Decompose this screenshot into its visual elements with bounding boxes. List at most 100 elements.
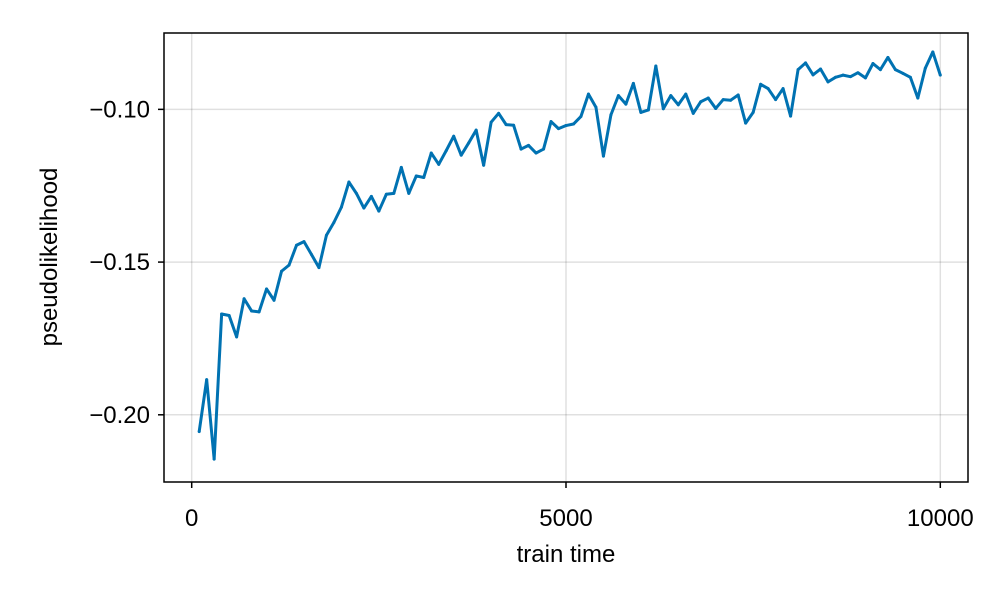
data-point — [512, 123, 516, 127]
data-point — [871, 62, 875, 66]
x-tick-label: 5000 — [539, 505, 592, 532]
data-point — [729, 98, 733, 102]
data-point — [377, 209, 381, 213]
data-point — [519, 147, 523, 151]
data-point — [706, 96, 710, 100]
data-point — [272, 298, 276, 302]
data-point — [452, 134, 456, 138]
data-point — [661, 107, 665, 111]
x-tick-label: 10000 — [907, 505, 974, 532]
data-point — [347, 180, 351, 184]
data-point — [309, 252, 313, 256]
data-point — [654, 64, 658, 68]
data-point — [265, 287, 269, 291]
data-point — [332, 220, 336, 224]
data-point — [302, 240, 306, 244]
data-point — [339, 205, 343, 209]
data-point — [250, 309, 254, 313]
data-point — [811, 73, 815, 77]
data-point — [819, 67, 823, 71]
data-point — [384, 192, 388, 196]
data-point — [631, 81, 635, 85]
data-point — [886, 55, 890, 59]
data-point — [579, 114, 583, 118]
data-point — [646, 108, 650, 112]
data-point — [444, 149, 448, 153]
data-point — [542, 147, 546, 151]
data-point — [863, 76, 867, 80]
data-point — [609, 113, 613, 117]
data-point — [804, 61, 808, 65]
data-point — [669, 94, 673, 98]
data-point — [527, 143, 531, 147]
data-point — [437, 162, 441, 166]
data-point — [796, 68, 800, 72]
grid-lines — [164, 33, 968, 482]
data-point — [557, 127, 561, 131]
data-point — [564, 124, 568, 128]
data-point — [429, 151, 433, 155]
data-point — [901, 71, 905, 75]
data-point — [931, 50, 935, 54]
data-point — [908, 75, 912, 79]
data-point — [601, 154, 605, 158]
data-point — [571, 122, 575, 126]
data-point — [624, 102, 628, 106]
data-point — [459, 153, 463, 157]
data-point — [295, 243, 298, 247]
x-tick-label: 0 — [185, 505, 198, 532]
data-point — [414, 174, 418, 178]
y-tick-label: −0.20 — [89, 402, 150, 429]
data-point — [280, 269, 284, 273]
data-point — [916, 96, 920, 100]
y-tick-label: −0.10 — [89, 96, 150, 123]
data-point — [586, 92, 590, 96]
data-point — [789, 114, 793, 118]
data-point — [399, 165, 403, 169]
data-point — [549, 120, 553, 124]
data-point — [257, 310, 261, 314]
data-point — [422, 175, 426, 179]
data-point — [369, 194, 373, 198]
data-point — [616, 94, 620, 98]
data-point — [751, 110, 755, 114]
data-point — [317, 266, 321, 270]
data-point — [841, 73, 845, 77]
data-point — [242, 297, 246, 301]
data-point — [474, 128, 478, 132]
data-point — [354, 191, 358, 195]
x-axis-label: train time — [517, 541, 616, 568]
data-point — [324, 233, 328, 237]
data-point — [938, 73, 942, 77]
data-point — [594, 105, 598, 109]
data-point — [467, 141, 471, 145]
series-layer — [197, 50, 942, 461]
data-point — [834, 75, 837, 79]
data-point — [489, 120, 493, 124]
data-point — [744, 121, 748, 125]
series-line-0 — [197, 50, 942, 461]
data-point — [766, 87, 770, 91]
data-point — [856, 71, 860, 75]
data-point — [235, 335, 239, 339]
data-point — [407, 191, 411, 195]
data-point — [923, 66, 927, 70]
data-point — [639, 110, 643, 114]
data-point — [212, 457, 216, 461]
data-point — [287, 263, 291, 267]
data-point — [684, 92, 688, 96]
data-point — [714, 106, 718, 110]
data-point — [736, 93, 740, 97]
data-point — [676, 103, 680, 107]
data-point — [504, 123, 508, 127]
data-point — [781, 87, 785, 91]
data-point — [848, 75, 852, 79]
data-point — [197, 430, 201, 434]
data-point — [482, 163, 486, 167]
axis-ticks: 0 5000 10000 −0.20 −0.15 −0.10 — [89, 96, 973, 532]
data-point — [699, 100, 703, 104]
data-point — [759, 82, 763, 86]
y-axis-label: pseudolikelihood — [36, 168, 63, 347]
data-point — [497, 111, 501, 115]
